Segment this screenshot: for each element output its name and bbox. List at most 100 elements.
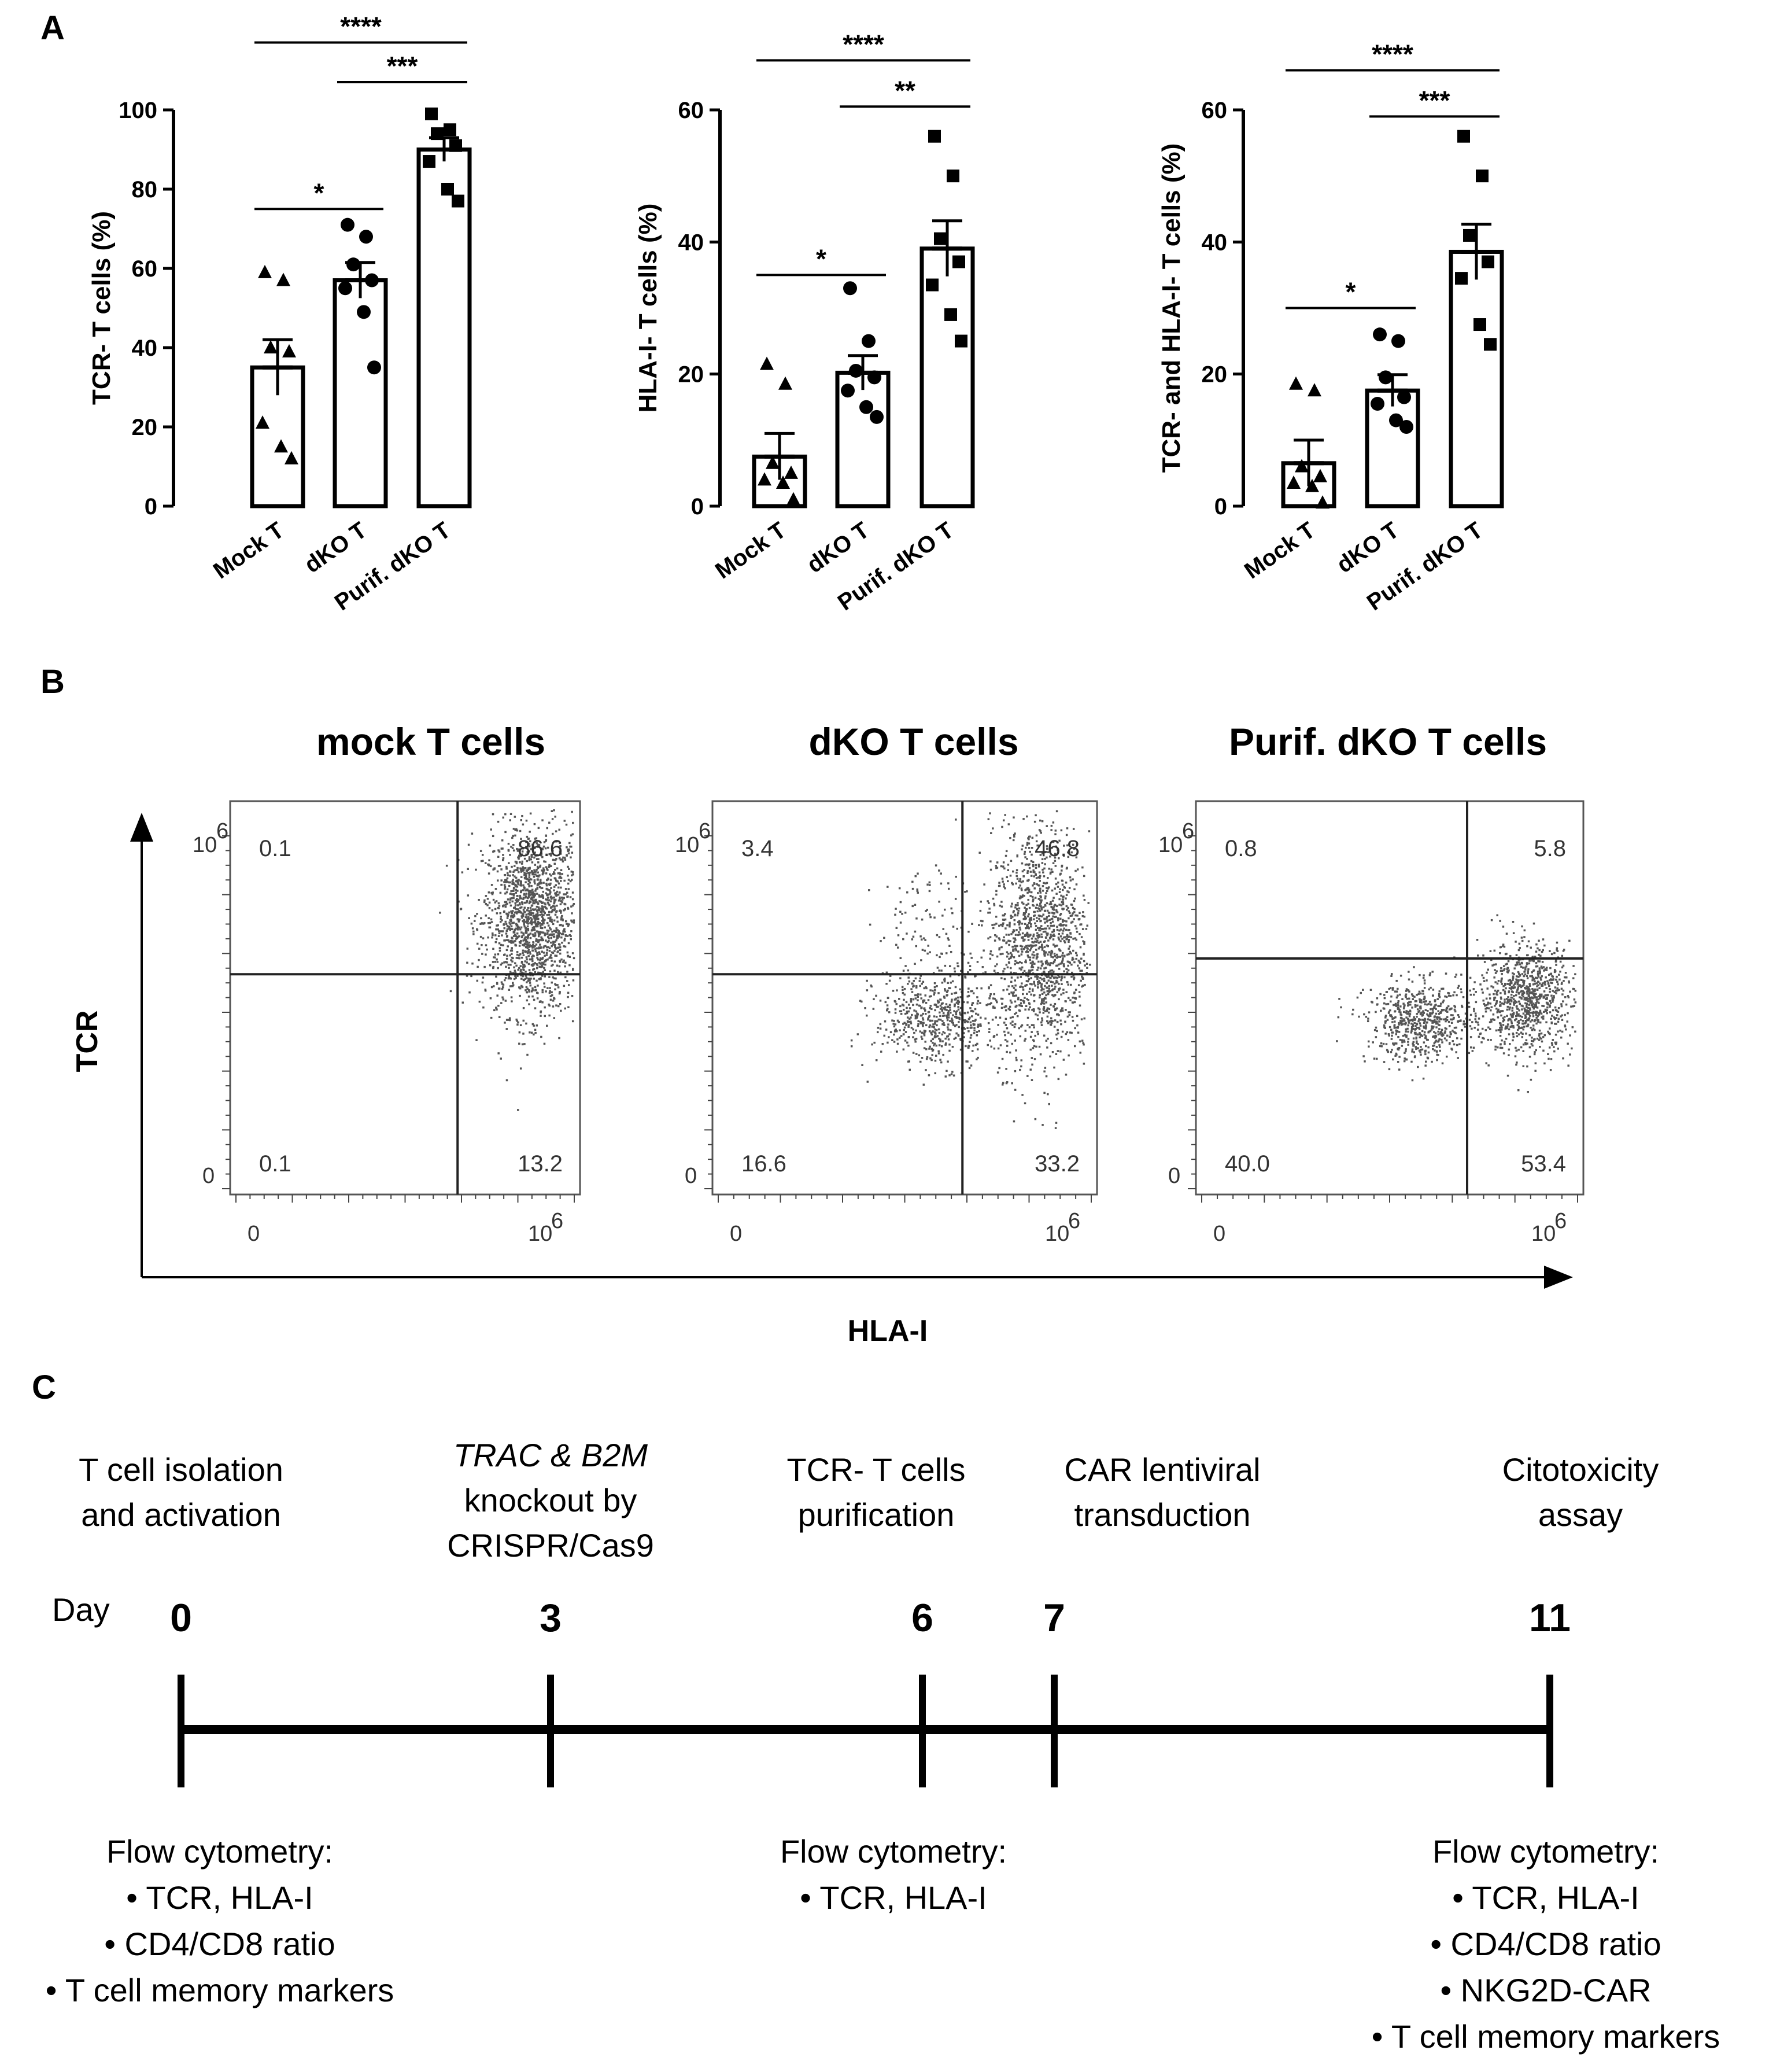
shared-y-axis-arrow — [130, 813, 153, 842]
y-tick-max-exp: 6 — [699, 819, 711, 843]
y-tick-label: 80 — [132, 177, 158, 202]
data-point — [1316, 495, 1329, 509]
data-point — [359, 230, 373, 244]
shared-x-axis-arrow — [1544, 1266, 1573, 1289]
data-point — [926, 278, 939, 292]
data-point — [1289, 376, 1303, 390]
data-point — [341, 217, 354, 232]
x-tick-zero: 0 — [1213, 1222, 1225, 1246]
x-tick-zero: 0 — [730, 1222, 742, 1246]
data-point — [1391, 334, 1405, 348]
quadrant-percent: 0.8 — [1225, 836, 1257, 861]
data-point — [1473, 318, 1486, 331]
x-tick-zero: 0 — [248, 1222, 260, 1246]
y-tick-label: 60 — [1202, 98, 1228, 123]
category-label: dKO T — [803, 517, 874, 578]
y-tick-label: 40 — [678, 230, 704, 255]
x-tick-max-exp: 6 — [1068, 1209, 1080, 1233]
flow-cytometry-line: • NKG2D-CAR — [1441, 1972, 1652, 2008]
bar-3 — [919, 246, 975, 508]
category-label: Mock T — [209, 517, 289, 584]
x-tick-max: 10 — [1531, 1222, 1556, 1246]
data-point — [425, 107, 438, 120]
data-point — [256, 415, 269, 429]
timeline-day: 0 — [170, 1596, 192, 1640]
significance-label: *** — [1419, 85, 1450, 115]
quadrant-percent: 0.1 — [259, 836, 291, 861]
y-tick-max: 10 — [1158, 833, 1183, 857]
quadrant-percent: 3.4 — [741, 836, 774, 861]
flow-x-axis-label: HLA-I — [848, 1314, 928, 1348]
data-point — [441, 183, 454, 196]
data-point — [423, 155, 435, 168]
event-description-line: transduction — [1074, 1496, 1250, 1533]
event-dots — [1336, 914, 1577, 1093]
data-point — [431, 127, 444, 141]
data-point — [338, 281, 352, 296]
data-point — [276, 272, 290, 286]
flow-cytometry-line: • T cell memory markers — [46, 1972, 394, 2008]
y-tick-label: 60 — [132, 256, 158, 282]
flow-cytometry-line: Flow cytometry: — [106, 1833, 333, 1870]
category-label: dKO T — [300, 517, 372, 578]
data-point — [859, 400, 873, 414]
quadrant-percent: 5.8 — [1534, 836, 1566, 861]
data-point — [870, 410, 884, 424]
y-axis-label: TCR- and HLA-I- T cells (%) — [1157, 143, 1186, 473]
timeline-event-day-6: 6 TCR- T cells purification Flow cytometry:… — [780, 1451, 1007, 1916]
data-point — [947, 169, 959, 183]
data-point — [1457, 130, 1470, 143]
timeline-event-day-11: 11 Citotoxicity assay Flow cytometry: • TCR,… — [1372, 1451, 1720, 2055]
quadrant-percent: 40.0 — [1225, 1151, 1270, 1177]
y-tick-max-exp: 6 — [1182, 819, 1194, 843]
timeline-day: 3 — [540, 1596, 562, 1640]
bar-chart-3: 0 20 40 60 TCR- and HLA-I- T cells (%) Mock T… — [1157, 39, 1504, 615]
event-description-line: knockout by — [464, 1482, 637, 1518]
data-point — [1463, 228, 1476, 242]
timeline-day: 6 — [911, 1596, 933, 1640]
data-point — [452, 194, 464, 208]
y-tick-label: 40 — [1202, 230, 1228, 255]
data-point — [784, 465, 798, 479]
x-tick-max: 10 — [528, 1222, 552, 1246]
panel-label-b: B — [40, 663, 65, 701]
data-point — [1308, 383, 1321, 397]
quadrant-percent: 86.6 — [518, 836, 563, 861]
data-point — [1305, 478, 1319, 492]
y-tick-label: 40 — [132, 335, 158, 361]
y-tick-label: 0 — [145, 494, 157, 519]
quadrant-percent: 16.6 — [741, 1151, 786, 1177]
data-point — [843, 281, 857, 296]
quadrant-percent: 33.2 — [1035, 1151, 1080, 1177]
flow-cytometry-line: • TCR, HLA-I — [1452, 1879, 1639, 1916]
y-axis-label: HLA-I- T cells (%) — [634, 204, 662, 413]
data-point — [1373, 327, 1387, 342]
data-point — [1371, 397, 1384, 411]
x-tick-max-exp: 6 — [551, 1209, 563, 1233]
flow-cytometry-line: • TCR, HLA-I — [126, 1879, 313, 1916]
data-point — [1389, 413, 1403, 427]
y-tick-label: 100 — [119, 98, 157, 123]
flow-cytometry-line: • CD4/CD8 ratio — [1430, 1926, 1661, 1962]
significance-label: **** — [340, 12, 382, 42]
data-point — [944, 308, 957, 321]
data-point — [928, 130, 941, 143]
bar-3 — [416, 148, 472, 508]
event-description-line: TRAC & B2M — [453, 1437, 648, 1473]
data-point — [776, 475, 790, 489]
event-description-line: CRISPR/Cas9 — [447, 1527, 654, 1564]
y-tick-max: 10 — [675, 833, 699, 857]
flow-cytometry-line: Flow cytometry: — [780, 1833, 1007, 1870]
data-point — [1313, 469, 1327, 482]
timeline-event-day-0: 0 T cell isolation and activation Flow cyto… — [46, 1451, 394, 2008]
data-point — [367, 360, 381, 375]
data-point — [766, 455, 780, 469]
flow-plot-title: dKO T cells — [808, 720, 1018, 763]
data-point — [357, 305, 371, 319]
y-tick-label: 20 — [678, 362, 704, 388]
